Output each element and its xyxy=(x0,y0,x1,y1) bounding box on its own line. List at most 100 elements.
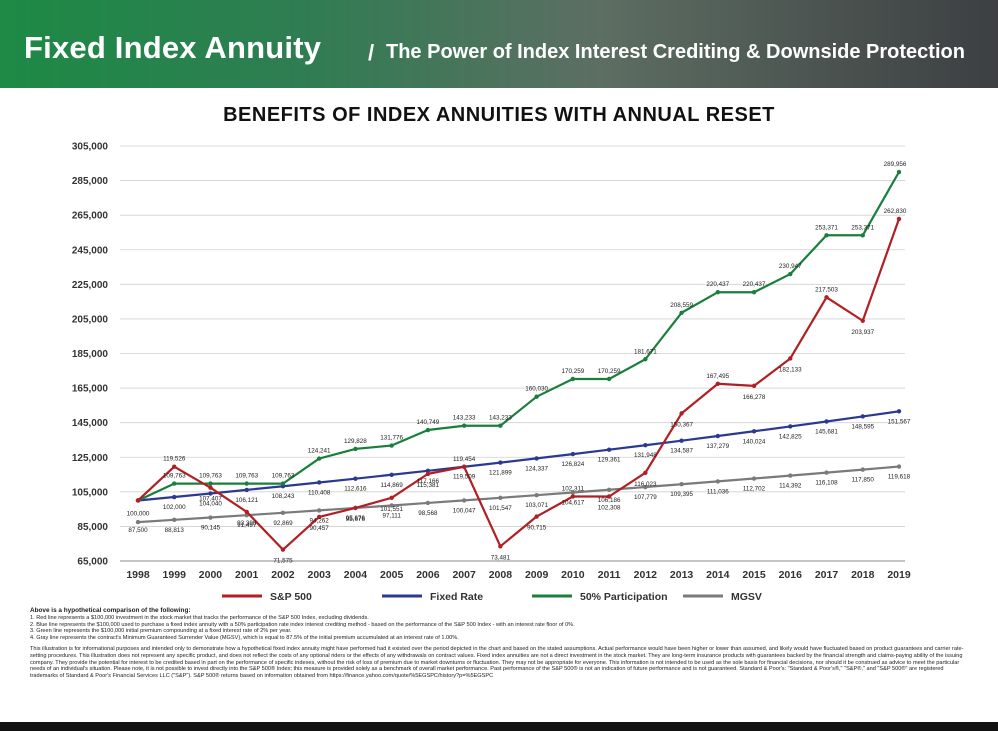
data-label-sp500: 102,308 xyxy=(598,504,621,511)
data-label-mgsv: 104,617 xyxy=(561,499,584,506)
data-point-sp500 xyxy=(679,411,684,416)
series-line-participation xyxy=(137,171,900,502)
x-tick-label: 2005 xyxy=(380,569,404,581)
data-label-sp500: 167,495 xyxy=(706,373,729,380)
x-tick-label: 2019 xyxy=(887,569,911,581)
footnote-item: 4. Gray line represents the contract's M… xyxy=(30,635,459,642)
data-label-sp500: 90,715 xyxy=(527,525,547,532)
chart-title: BENEFITS OF INDEX ANNUITIES WITH ANNUAL … xyxy=(223,104,775,126)
data-label-participation: 208,559 xyxy=(670,302,693,309)
data-label-mgsv: 107,779 xyxy=(634,494,657,501)
data-point-participation xyxy=(860,233,865,238)
data-label-participation: 253,371 xyxy=(815,224,838,231)
data-label-fixed-rate: 137,279 xyxy=(706,443,729,450)
data-label-participation: 170,259 xyxy=(598,368,621,375)
bottom-rule xyxy=(0,722,998,731)
y-tick-label: 225,000 xyxy=(72,280,109,291)
footnote-heading: Above is a hypothetical comparison of th… xyxy=(30,607,191,614)
title-separator: / xyxy=(368,40,375,65)
x-tick-label: 1999 xyxy=(163,569,187,581)
data-label-sp500: 262,830 xyxy=(884,208,907,215)
data-point-sp500 xyxy=(751,383,757,389)
data-point-fixed-rate xyxy=(389,472,394,477)
data-label-sp500: 166,278 xyxy=(743,394,766,401)
data-label-fixed-rate: 124,337 xyxy=(525,465,548,472)
data-label-mgsv: 103,071 xyxy=(525,502,548,509)
x-tick-label: 2011 xyxy=(598,569,621,581)
data-label-fixed-rate: 131,948 xyxy=(634,452,657,459)
data-point-participation xyxy=(715,290,721,295)
data-point-mgsv xyxy=(316,508,322,513)
data-point-participation xyxy=(498,423,503,428)
data-label-fixed-rate: 134,587 xyxy=(670,448,693,455)
data-label-participation: 220,437 xyxy=(743,281,766,288)
data-label-participation: 109,763 xyxy=(235,473,258,480)
data-point-mgsv xyxy=(896,464,902,469)
data-point-participation xyxy=(679,310,684,315)
y-tick-label: 145,000 xyxy=(72,418,109,429)
x-tick-label: 2009 xyxy=(525,569,549,581)
data-point-fixed-rate xyxy=(425,468,431,473)
line-chart: 65,000 85,000 105,000 125,000 145,000 165,000… xyxy=(72,142,911,604)
x-tick-label: 2013 xyxy=(670,569,694,581)
data-point-fixed-rate xyxy=(316,480,322,485)
x-tick-label: 2002 xyxy=(271,569,295,581)
data-point-fixed-rate xyxy=(860,414,865,419)
data-point-sp500 xyxy=(498,544,503,549)
data-point-sp500 xyxy=(280,547,286,552)
series-line-mgsv xyxy=(137,465,900,524)
x-tick-label: 2006 xyxy=(416,569,440,581)
x-tick-label: 2008 xyxy=(489,569,513,581)
y-tick-label: 105,000 xyxy=(72,487,109,498)
y-tick-label: 85,000 xyxy=(77,522,108,533)
data-point-participation xyxy=(824,233,829,238)
data-point-mgsv xyxy=(824,470,829,475)
data-point-fixed-rate xyxy=(606,447,612,452)
data-point-fixed-rate xyxy=(788,424,793,429)
y-tick-label: 305,000 xyxy=(72,142,109,153)
header-banner: Fixed Index Annuity / The Power of Index… xyxy=(0,0,998,88)
data-point-mgsv xyxy=(534,492,539,498)
disclaimer: This illustration is for informational p… xyxy=(30,645,964,680)
data-label-fixed-rate: 148,595 xyxy=(851,423,874,430)
data-label-participation: 140,749 xyxy=(417,419,440,426)
footnote-item: 2. Blue line represents the $100,000 use… xyxy=(30,621,575,628)
data-label-fixed-rate: 110,408 xyxy=(308,489,331,496)
data-point-sp500 xyxy=(389,495,394,500)
data-label-fixed-rate: 145,681 xyxy=(815,428,838,435)
data-point-participation xyxy=(751,290,757,295)
data-label-fixed-rate: 102,000 xyxy=(163,504,186,511)
data-label-mgsv: 109,395 xyxy=(670,491,693,498)
data-point-participation xyxy=(643,357,648,362)
data-point-mgsv xyxy=(280,510,286,516)
x-tick-label: 2017 xyxy=(815,569,839,581)
legend-label-mgsv: MGSV xyxy=(731,591,762,603)
data-label-participation: 289,956 xyxy=(884,161,907,168)
legend-label-participation: 50% Participation xyxy=(580,591,668,603)
data-point-sp500 xyxy=(570,494,576,499)
data-label-participation: 109,763 xyxy=(163,473,186,480)
data-label-mgsv: 98,568 xyxy=(418,510,438,517)
data-label-sp500: 93,398 xyxy=(237,520,257,527)
data-label-fixed-rate: 100,000 xyxy=(127,510,150,517)
data-label-fixed-rate: 126,824 xyxy=(561,461,584,468)
footnotes: Above is a hypothetical comparison of th… xyxy=(30,607,970,680)
data-point-participation xyxy=(208,481,213,486)
data-point-mgsv xyxy=(715,479,721,484)
data-point-participation xyxy=(425,427,431,433)
data-label-sp500: 95,676 xyxy=(346,516,366,523)
data-point-fixed-rate xyxy=(244,487,249,493)
data-label-sp500: 115,381 xyxy=(417,482,440,489)
data-label-mgsv: 114,392 xyxy=(779,483,802,490)
y-tick-label: 205,000 xyxy=(72,314,109,325)
data-label-mgsv: 112,702 xyxy=(743,486,766,493)
data-label-participation: 220,437 xyxy=(706,281,729,288)
data-point-participation xyxy=(461,423,467,428)
x-tick-label: 2010 xyxy=(561,569,585,581)
data-point-sp500 xyxy=(208,485,213,490)
data-label-sp500: 107,407 xyxy=(199,496,222,503)
data-label-participation: 160,030 xyxy=(525,386,548,393)
data-point-mgsv xyxy=(172,517,177,523)
data-label-mgsv: 87,500 xyxy=(128,527,148,534)
data-point-sp500 xyxy=(715,381,721,386)
